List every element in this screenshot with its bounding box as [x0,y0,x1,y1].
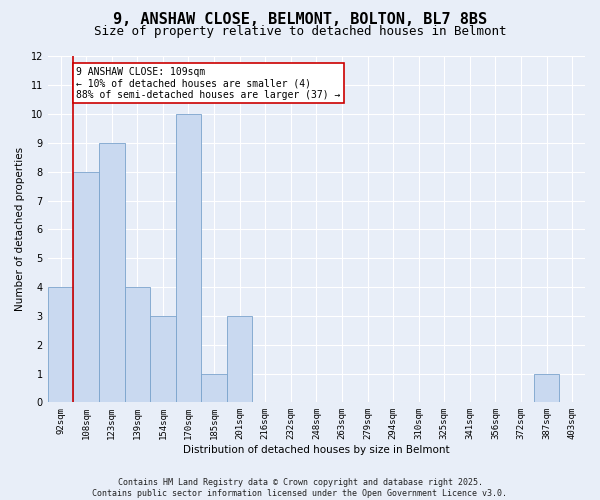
Bar [125,287,150,403]
X-axis label: Distribution of detached houses by size in Belmont: Distribution of detached houses by size … [183,445,450,455]
Bar [176,114,201,403]
Bar [534,374,559,402]
Text: 9 ANSHAW CLOSE: 109sqm
← 10% of detached houses are smaller (4)
88% of semi-deta: 9 ANSHAW CLOSE: 109sqm ← 10% of detached… [76,66,341,100]
Bar [99,143,125,403]
Bar [73,172,99,402]
Text: Size of property relative to detached houses in Belmont: Size of property relative to detached ho… [94,25,506,38]
Text: Contains HM Land Registry data © Crown copyright and database right 2025.
Contai: Contains HM Land Registry data © Crown c… [92,478,508,498]
Bar [150,316,176,402]
Text: 9, ANSHAW CLOSE, BELMONT, BOLTON, BL7 8BS: 9, ANSHAW CLOSE, BELMONT, BOLTON, BL7 8B… [113,12,487,28]
Bar [48,287,73,403]
Bar [227,316,253,402]
Bar [201,374,227,402]
Y-axis label: Number of detached properties: Number of detached properties [15,148,25,312]
